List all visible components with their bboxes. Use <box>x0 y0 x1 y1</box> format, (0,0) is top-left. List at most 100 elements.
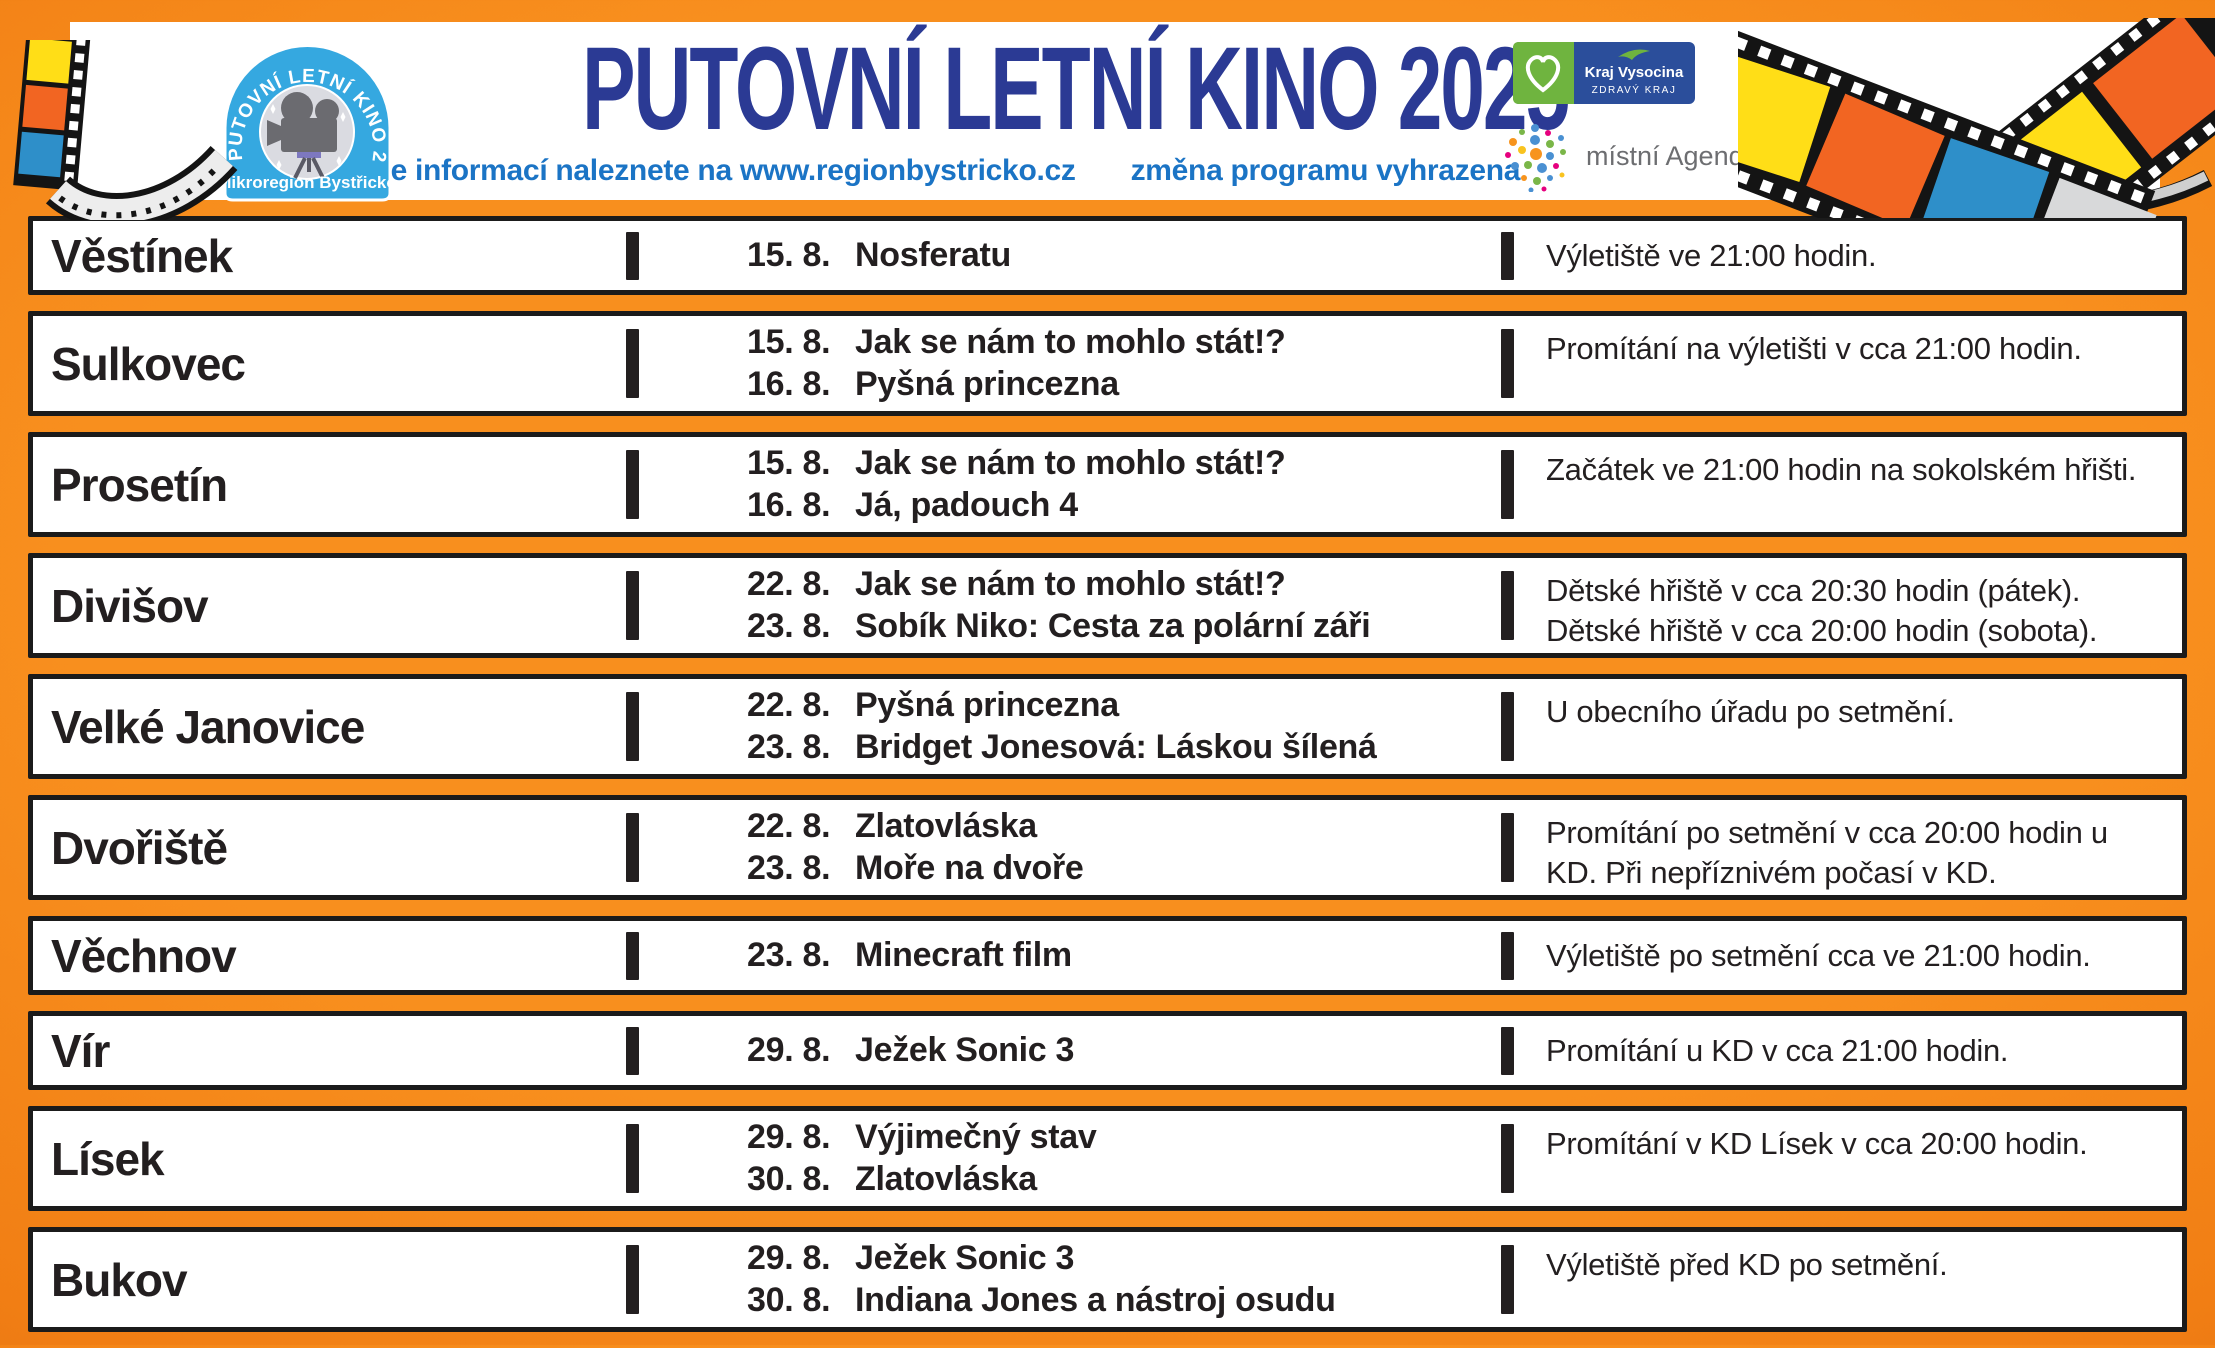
column-divider <box>1501 1245 1514 1314</box>
column-divider <box>626 1026 639 1075</box>
venue-name: Dvořiště <box>51 821 228 874</box>
venue-name: Věstínek <box>51 229 233 282</box>
screening-date: 29. 8. <box>747 1031 831 1069</box>
screening: 22. 8. Zlatovláska <box>747 807 1501 846</box>
film-title: Jak se nám to mohlo stát!? <box>855 565 1286 603</box>
film-title: Výjimečný stav <box>855 1118 1097 1156</box>
film-title: Ježek Sonic 3 <box>855 1239 1075 1277</box>
column-divider <box>1501 571 1514 640</box>
subtitle-row: více informací naleznete na www.regionby… <box>349 153 1521 188</box>
column-divider <box>1501 329 1514 398</box>
screening-date: 23. 8. <box>747 849 831 887</box>
screening: 30. 8. Indiana Jones a nástroj osudu <box>747 1281 1501 1320</box>
screening-date: 30. 8. <box>747 1160 831 1198</box>
screenings: 22. 8. Zlatovláska 23. 8. Moře na dvoře <box>639 800 1501 895</box>
film-title: Minecraft film <box>855 936 1072 974</box>
screening: 16. 8. Pyšná princezna <box>747 365 1501 404</box>
screening: 23. 8. Minecraft film <box>747 936 1501 975</box>
film-title: Ježek Sonic 3 <box>855 1031 1075 1069</box>
venue-note: Dětské hřiště v cca 20:30 hodin (pátek).… <box>1514 558 2182 653</box>
venue-row: Věchnov 23. 8. Minecraft film Výletiště … <box>28 916 2187 995</box>
column-divider <box>626 692 639 761</box>
venue-note: Výletiště před KD po setmění. <box>1514 1232 2182 1327</box>
screening: 29. 8. Výjimečný stav <box>747 1118 1501 1157</box>
screening-date: 15. 8. <box>747 444 831 482</box>
film-title: Pyšná princezna <box>855 686 1119 724</box>
note-line: Promítání po setmění v cca 20:00 hodin u… <box>1546 815 2108 890</box>
screening-date: 23. 8. <box>747 936 831 974</box>
venue-name: Lísek <box>51 1132 165 1185</box>
screening: 29. 8. Ježek Sonic 3 <box>747 1031 1501 1070</box>
film-projector-icon <box>267 92 339 179</box>
note-line: Dětské hřiště v cca 20:00 hodin (sobota)… <box>1546 612 2098 648</box>
screening-date: 29. 8. <box>747 1118 831 1156</box>
screening: 16. 8. Já, padouch 4 <box>747 486 1501 525</box>
title-block: PUTOVNÍ LETNÍ KINO 2025 více informací n… <box>349 30 1570 188</box>
note-line: U obecního úřadu po setmění. <box>1546 694 1955 729</box>
screenings: 29. 8. Výjimečný stav 30. 8. Zlatovláska <box>639 1111 1501 1206</box>
venue-note: Promítání na výletišti v cca 21:00 hodin… <box>1514 316 2182 411</box>
screening: 22. 8. Jak se nám to mohlo stát!? <box>747 565 1501 604</box>
column-divider <box>1501 231 1514 280</box>
column-divider <box>626 231 639 280</box>
screenings: 23. 8. Minecraft film <box>639 921 1501 990</box>
screenings: 15. 8. Jak se nám to mohlo stát!? 16. 8.… <box>639 316 1501 411</box>
film-title: Zlatovláska <box>855 1160 1037 1198</box>
venue-note: Začátek ve 21:00 hodin na sokolském hřiš… <box>1514 437 2182 532</box>
film-title: Nosferatu <box>855 236 1011 274</box>
note-line: Výletiště ve 21:00 hodin. <box>1546 237 1877 273</box>
screening-date: 29. 8. <box>747 1239 831 1277</box>
screening-date: 22. 8. <box>747 807 831 845</box>
venue-row: Vír 29. 8. Ježek Sonic 3 Promítání u KD … <box>28 1011 2187 1090</box>
screenings: 15. 8. Nosferatu <box>639 221 1501 290</box>
venue-row: Velké Janovice 22. 8. Pyšná princezna 23… <box>28 674 2187 779</box>
screening: 15. 8. Jak se nám to mohlo stát!? <box>747 323 1501 362</box>
note-line: Promítání v KD Lísek v cca 20:00 hodin. <box>1546 1126 2088 1161</box>
film-title: Zlatovláska <box>855 807 1037 845</box>
screenings: 29. 8. Ježek Sonic 3 <box>639 1016 1501 1085</box>
page-title: PUTOVNÍ LETNÍ KINO 2025 <box>582 23 1570 155</box>
screening-date: 22. 8. <box>747 686 831 724</box>
kraj-name: Kraj Vysocina <box>1585 64 1684 81</box>
info-link-text: více informací naleznete na www.regionby… <box>349 153 1076 187</box>
program-change-note: změna programu vyhrazena <box>1130 153 1521 187</box>
film-title: Já, padouch 4 <box>855 486 1078 524</box>
column-divider <box>1501 450 1514 519</box>
column-divider <box>626 1245 639 1314</box>
venue-name: Věchnov <box>51 929 237 982</box>
screening: 30. 8. Zlatovláska <box>747 1160 1501 1199</box>
agenda21-label-text: místní Agenda <box>1586 140 1759 171</box>
venue-note: Promítání v KD Lísek v cca 20:00 hodin. <box>1514 1111 2182 1206</box>
venue-row: Věstínek 15. 8. Nosferatu Výletiště ve 2… <box>28 216 2187 295</box>
screenings: 22. 8. Pyšná princezna 23. 8. Bridget Jo… <box>639 679 1501 774</box>
swoosh-icon <box>1618 49 1650 60</box>
note-line: Výletiště po setmění cca ve 21:00 hodin. <box>1546 937 2091 973</box>
screening: 22. 8. Pyšná princezna <box>747 686 1501 725</box>
venue-name: Divišov <box>51 579 209 632</box>
film-title: Bridget Jonesová: Láskou šílená <box>855 728 1377 766</box>
column-divider <box>1501 1124 1514 1193</box>
event-badge-logo-icon: PUTOVNÍ LETNÍ KINO 2025 Mikroregion Byst… <box>215 32 397 202</box>
screening-date: 16. 8. <box>747 365 831 403</box>
right-filmstrip-icon <box>1738 18 2215 218</box>
film-title: Pyšná princezna <box>855 365 1119 403</box>
venue-name: Prosetín <box>51 458 228 511</box>
column-divider <box>626 450 639 519</box>
venue-name: Vír <box>51 1024 110 1077</box>
note-line: Promítání na výletišti v cca 21:00 hodin… <box>1546 331 2082 366</box>
venue-note: Promítání u KD v cca 21:00 hodin. <box>1514 1016 2182 1085</box>
screening-date: 30. 8. <box>747 1281 831 1319</box>
screening: 15. 8. Jak se nám to mohlo stát!? <box>747 444 1501 483</box>
film-title: Jak se nám to mohlo stát!? <box>855 323 1286 361</box>
screenings: 29. 8. Ježek Sonic 3 30. 8. Indiana Jone… <box>639 1232 1501 1327</box>
column-divider <box>626 571 639 640</box>
venue-note: Promítání po setmění v cca 20:00 hodin u… <box>1514 800 2182 895</box>
screening-date: 15. 8. <box>747 323 831 361</box>
screening: 23. 8. Sobík Niko: Cesta za polární záři <box>747 607 1501 646</box>
kraj-vysocina-logo-icon: Kraj Vysocina ZDRAVÝ KRAJ <box>1513 42 1695 104</box>
screening: 23. 8. Bridget Jonesová: Láskou šílená <box>747 728 1501 767</box>
venue-note: Výletiště ve 21:00 hodin. <box>1514 221 2182 290</box>
column-divider <box>626 813 639 882</box>
screening: 29. 8. Ježek Sonic 3 <box>747 1239 1501 1278</box>
film-title: Moře na dvoře <box>855 849 1084 887</box>
